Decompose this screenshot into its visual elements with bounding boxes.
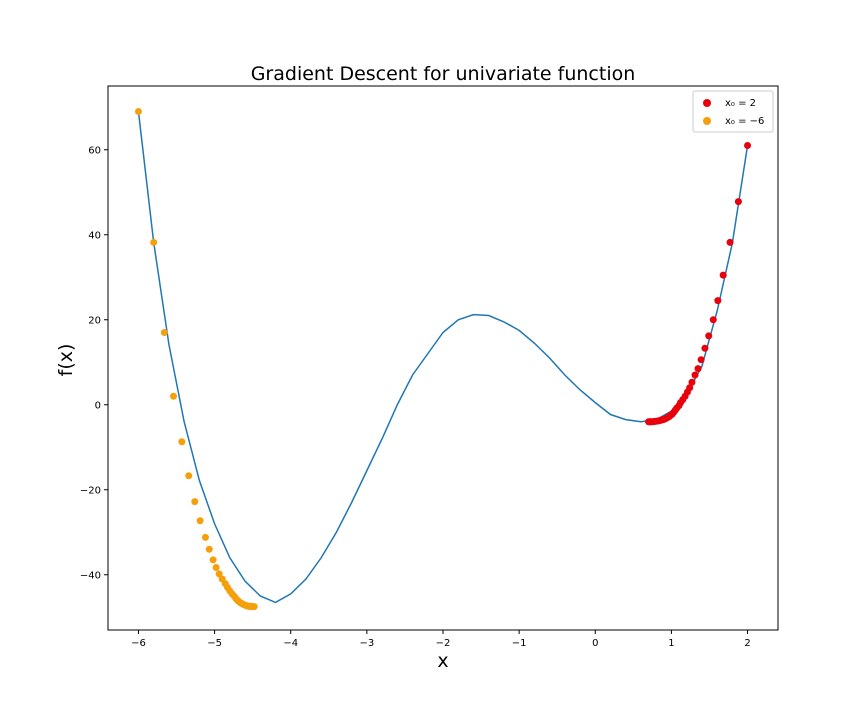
series-2-point: [134, 108, 142, 115]
series-2-point: [150, 238, 158, 246]
function-curve-layer: [137, 111, 749, 604]
x-tick-label: −2: [436, 638, 451, 649]
series-1-point: [691, 371, 699, 379]
series-2-point: [160, 329, 168, 336]
x-tick-label: −5: [207, 638, 222, 649]
x-tick-label: 2: [744, 638, 750, 649]
series-1-point: [694, 365, 702, 373]
x-axis-ticks: −6 −5 −4 −3 −2 −1 0 1 2: [131, 630, 751, 649]
y-tick-label: −40: [80, 570, 101, 581]
legend-label-series-1: x₀ = 2: [725, 98, 756, 109]
series-2-point: [196, 517, 204, 525]
x-axis-label: x: [437, 650, 448, 672]
series-2-point: [215, 570, 223, 578]
x-tick-label: −3: [359, 638, 374, 649]
legend-frame: [692, 90, 774, 133]
series-2-point: [209, 556, 217, 564]
legend-label-series-2: x₀ = −6: [725, 116, 764, 127]
x-tick-label: −6: [131, 638, 146, 649]
y-axis-ticks: −40 −20 0 20 40 60: [80, 145, 108, 581]
function-curve-line: [137, 111, 749, 604]
series-2-point: [169, 392, 177, 400]
series-1-point: [697, 356, 705, 364]
y-tick-label: 20: [88, 315, 101, 326]
descent-points-layer: [134, 108, 752, 611]
series-2-point: [178, 438, 186, 446]
series-1-point: [734, 198, 742, 206]
series-2-point: [212, 564, 220, 572]
series-2-point: [191, 498, 199, 506]
y-tick-label: 60: [88, 145, 101, 156]
series-2-point: [201, 533, 209, 541]
x-tick-label: −4: [283, 638, 298, 649]
legend-marker-series-2: [703, 117, 711, 125]
series-2-point: [205, 545, 213, 553]
y-tick-label: 40: [88, 230, 101, 241]
series-1-point: [705, 332, 713, 340]
series-1-point: [709, 316, 717, 324]
legend: x₀ = 2 x₀ = −6: [692, 90, 774, 133]
series-2-point: [250, 603, 258, 611]
series-1-point: [688, 378, 696, 386]
x-tick-label: 1: [668, 638, 674, 649]
x-tick-label: −1: [512, 638, 527, 649]
series-1-point: [744, 142, 752, 149]
legend-marker-series-1: [703, 99, 711, 107]
chart-title: Gradient Descent for univariate function: [251, 63, 636, 85]
y-tick-label: −20: [80, 485, 101, 496]
series-1-point: [701, 344, 709, 352]
series-1-point: [645, 418, 653, 426]
x-tick-label: 0: [592, 638, 598, 649]
series-1-point: [714, 297, 722, 305]
series-2-point: [185, 472, 193, 480]
y-axis-label: f(x): [55, 344, 77, 377]
series-1-point: [719, 271, 727, 279]
series-1-point: [726, 238, 734, 246]
y-tick-label: 0: [95, 400, 101, 411]
